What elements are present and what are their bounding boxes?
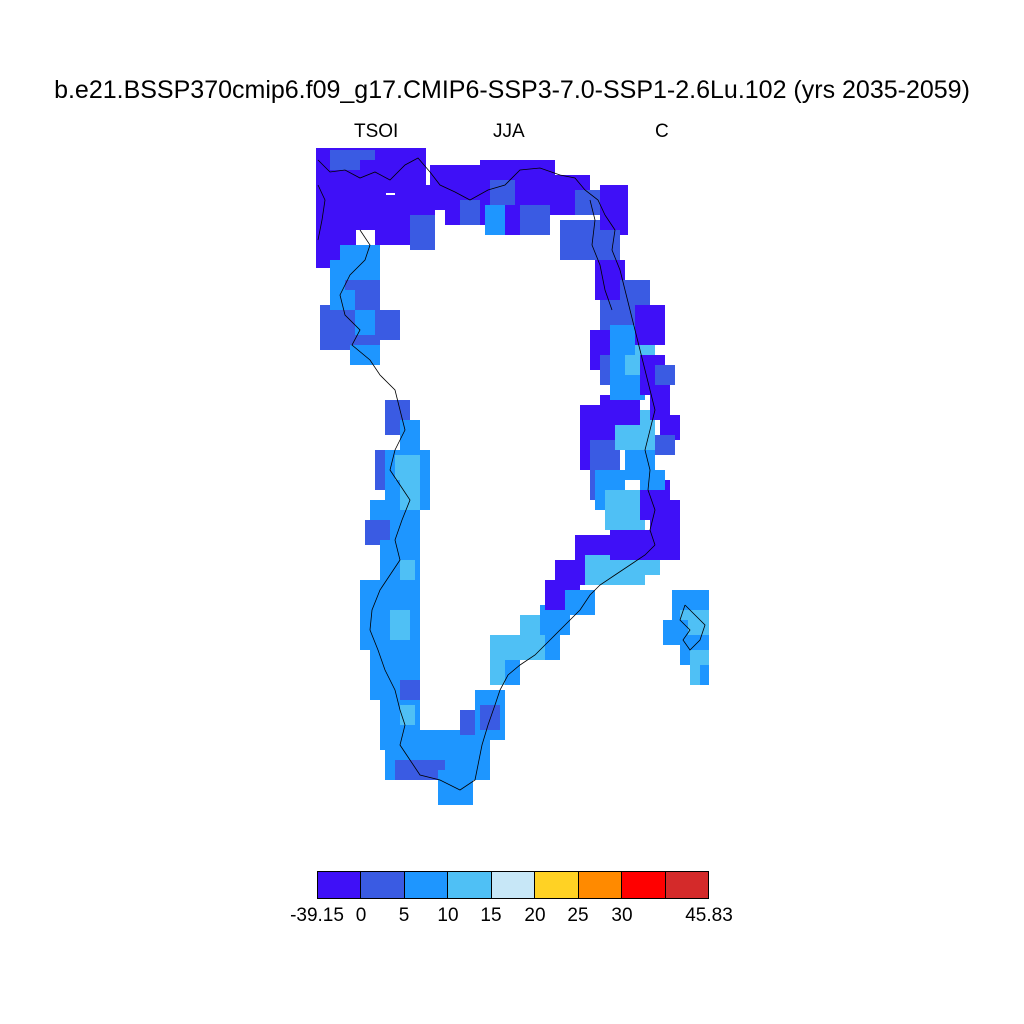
grid-cell — [520, 205, 550, 235]
variable-label: TSOI — [354, 121, 399, 142]
grid-cell — [650, 500, 680, 540]
colorbar-label: 10 — [437, 905, 459, 926]
grid-cell — [635, 305, 665, 345]
grid-cell — [700, 665, 709, 685]
grid-cell — [395, 760, 445, 780]
colorbar-label: 0 — [355, 905, 367, 926]
coastline-east — [604, 214, 656, 546]
colorbar-label: 30 — [611, 905, 633, 926]
grid-cell — [340, 245, 380, 265]
grid-cell — [590, 230, 620, 260]
colorbar-swatch — [665, 872, 708, 898]
grid-cell — [565, 590, 595, 615]
grid-cell — [400, 705, 415, 725]
data-cells — [316, 148, 709, 805]
grid-cell — [610, 325, 635, 355]
grid-cell — [395, 185, 435, 220]
grid-cell — [360, 160, 405, 185]
grid-cell — [480, 705, 500, 730]
grid-cell — [660, 415, 680, 440]
coastline-northwest — [317, 184, 326, 241]
grid-cell — [465, 740, 490, 780]
grid-cell — [395, 455, 420, 480]
colorbar-swatch — [361, 872, 405, 898]
colorbar-swatch — [535, 872, 579, 898]
colorbar-labels: -39.15 0 5 10 15 20 25 30 45.83 — [0, 905, 1024, 935]
coastline-iceland — [679, 604, 706, 651]
grid-cell — [655, 365, 675, 385]
plot-title: b.e21.BSSP370cmip6.f09_g17.CMIP6-SSP3-7.… — [54, 76, 970, 104]
grid-cell — [655, 435, 675, 455]
grid-cell — [545, 635, 560, 660]
grid-cell — [490, 180, 515, 205]
grid-cell — [640, 470, 665, 490]
grid-cell — [410, 215, 435, 250]
coastline-west — [339, 229, 479, 791]
grid-cell — [485, 205, 505, 235]
coastline-south — [477, 544, 656, 766]
colorbar-label: 5 — [398, 905, 410, 926]
colorbar-label: 20 — [524, 905, 546, 926]
colorbar-label: 45.83 — [685, 905, 733, 926]
grid-cell — [375, 310, 400, 340]
grid-cell — [375, 215, 415, 245]
grid-cell — [350, 345, 380, 365]
season-label: JJA — [493, 121, 525, 142]
grid-cell — [600, 185, 628, 235]
grid-cell — [505, 660, 520, 685]
grid-cell — [505, 205, 520, 235]
grid-cell — [330, 290, 355, 310]
colorbar-swatch — [318, 872, 362, 898]
units-label: C — [655, 121, 669, 142]
coastline — [317, 157, 706, 791]
colorbar — [317, 871, 709, 899]
grid-cell — [400, 480, 420, 510]
coastline-east-inner — [589, 199, 613, 311]
colorbar-swatch — [404, 872, 449, 898]
colorbar-label: 25 — [567, 905, 589, 926]
colorbar-label: 15 — [480, 905, 502, 926]
colorbar-swatch — [491, 872, 536, 898]
grid-cell — [605, 490, 645, 530]
grid-cell — [400, 560, 415, 580]
coastline-north — [317, 157, 606, 216]
grid-cell — [650, 380, 670, 420]
colorbar-swatch — [578, 872, 623, 898]
grid-cell — [460, 200, 480, 225]
colorbar-swatch — [448, 872, 492, 898]
grid-cell — [400, 680, 420, 700]
colorbar-swatch — [622, 872, 666, 898]
colorbar-label: -39.15 — [290, 905, 344, 926]
